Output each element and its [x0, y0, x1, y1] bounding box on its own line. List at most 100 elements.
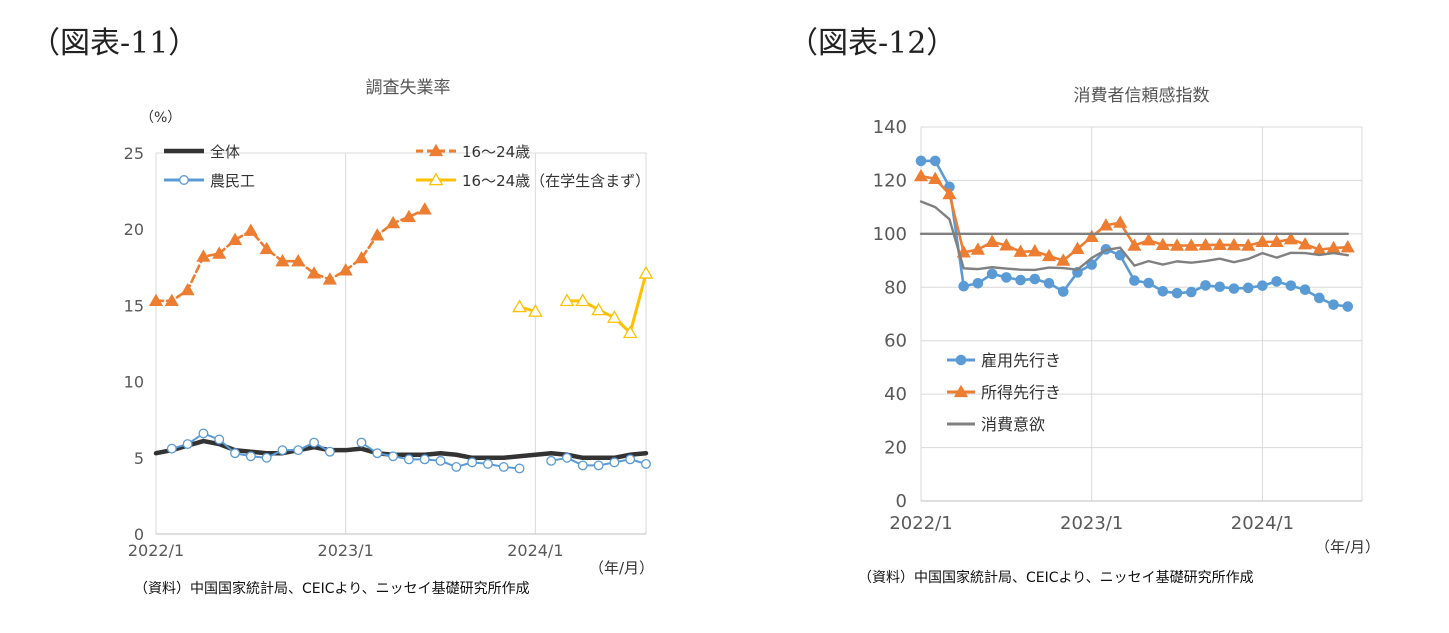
- data-point: [214, 434, 225, 445]
- data-point: [1155, 237, 1170, 250]
- data-point: [307, 266, 322, 279]
- y-tick-label: 20: [124, 220, 144, 239]
- x-tick-label: 2024/1: [507, 541, 563, 560]
- data-point: [324, 446, 335, 457]
- data-point: [1043, 277, 1055, 289]
- data-point: [372, 448, 383, 459]
- data-point: [196, 249, 211, 262]
- chart-title: 消費者信頼感指数: [1074, 86, 1210, 106]
- data-point: [986, 268, 998, 280]
- data-point: [419, 454, 430, 465]
- data-point: [1098, 218, 1113, 231]
- legend-swatch-marker: [955, 354, 967, 366]
- y-tick-label: 80: [884, 277, 907, 298]
- data-point: [435, 455, 446, 466]
- data-point: [498, 461, 509, 472]
- data-point: [1029, 273, 1041, 285]
- data-point: [417, 202, 432, 215]
- data-point: [1184, 238, 1199, 251]
- legend-label: 16～24歳: [462, 143, 530, 161]
- x-axis-title: （年/月）: [589, 559, 654, 577]
- legend-label: 全体: [210, 143, 240, 161]
- source-note-fig11: （資料）中国国家統計局、CEICより、ニッセイ基礎研究所作成: [134, 581, 530, 597]
- data-point: [1283, 231, 1298, 245]
- data-point: [386, 215, 401, 229]
- data-point: [622, 325, 638, 339]
- data-point: [482, 458, 493, 469]
- data-point: [575, 293, 591, 307]
- data-point: [1242, 282, 1254, 294]
- data-point: [1298, 237, 1313, 250]
- data-point: [148, 293, 164, 306]
- data-point: [591, 302, 606, 316]
- data-point: [958, 280, 969, 292]
- figure-12-label: （図表-12）: [788, 26, 957, 61]
- data-point: [1271, 276, 1282, 287]
- data-point: [641, 458, 651, 469]
- data-point: [261, 452, 272, 463]
- data-point: [1086, 259, 1098, 270]
- legend-label: 16～24歳（在学生含まず）: [462, 172, 650, 190]
- x-tick-label: 2023/1: [1060, 513, 1123, 534]
- legend-label: 消費意欲: [981, 415, 1045, 434]
- y-tick-labels: 0 20 40 60 80 100 120 140: [873, 117, 907, 512]
- data-point: [1171, 287, 1183, 299]
- y-tick-label: 140: [873, 117, 907, 138]
- data-point: [1027, 244, 1042, 257]
- data-point: [1200, 280, 1211, 291]
- y-tick-label: 120: [873, 170, 907, 191]
- y-tick-label: 20: [884, 438, 907, 459]
- data-point: [451, 461, 462, 472]
- data-point: [1212, 237, 1227, 250]
- data-point: [1241, 238, 1256, 251]
- data-point: [942, 186, 957, 200]
- y-tick-labels: 0 5 10 15 20 25: [124, 144, 144, 544]
- source-note-fig12: （資料）中国国家統計局、CEICより、ニッセイ基礎研究所作成: [858, 570, 1254, 586]
- x-tick-labels: 2022/1 2023/1 2024/1: [889, 513, 1294, 534]
- data-point: [593, 460, 604, 471]
- data-point: [1328, 299, 1339, 310]
- data-point: [293, 445, 304, 456]
- data-point: [354, 250, 369, 264]
- data-point: [1226, 237, 1242, 251]
- data-point: [1255, 234, 1270, 248]
- data-point: [1285, 280, 1297, 291]
- data-point: [577, 460, 588, 471]
- series-消費意欲: [919, 200, 1349, 272]
- x-axis-title: （年/月）: [1315, 538, 1380, 556]
- data-point: [1057, 286, 1069, 297]
- data-point: [309, 437, 320, 448]
- data-point: [180, 282, 195, 296]
- data-point: [1170, 238, 1185, 251]
- data-point: [401, 209, 416, 223]
- data-point: [356, 437, 367, 448]
- legend-swatch-marker: [179, 175, 189, 185]
- data-point: [607, 310, 622, 323]
- data-point: [1228, 283, 1240, 294]
- data-point: [1141, 233, 1156, 246]
- data-point: [1056, 253, 1071, 266]
- x-tick-label: 2024/1: [1231, 513, 1294, 534]
- data-point: [1157, 285, 1169, 297]
- series-雇用先行き: [915, 155, 1354, 312]
- data-point: [999, 238, 1014, 251]
- x-tick-labels: 2022/1 2023/1 2024/1: [128, 541, 564, 560]
- data-point: [1015, 274, 1026, 286]
- data-point: [562, 452, 572, 463]
- data-point: [338, 263, 353, 276]
- x-tick-label: 2022/1: [889, 513, 952, 534]
- y-axis-title: （%）: [140, 110, 181, 126]
- y-tick-label: 100: [873, 224, 907, 245]
- data-point: [913, 168, 929, 182]
- y-tick-label: 5: [134, 449, 144, 468]
- data-point: [1001, 272, 1012, 283]
- data-point: [546, 455, 557, 466]
- data-point: [928, 171, 943, 184]
- data-point: [929, 155, 941, 167]
- gridlines: [920, 126, 1363, 502]
- data-point: [1185, 286, 1197, 298]
- y-tick-label: 40: [884, 384, 907, 405]
- data-point: [277, 445, 288, 456]
